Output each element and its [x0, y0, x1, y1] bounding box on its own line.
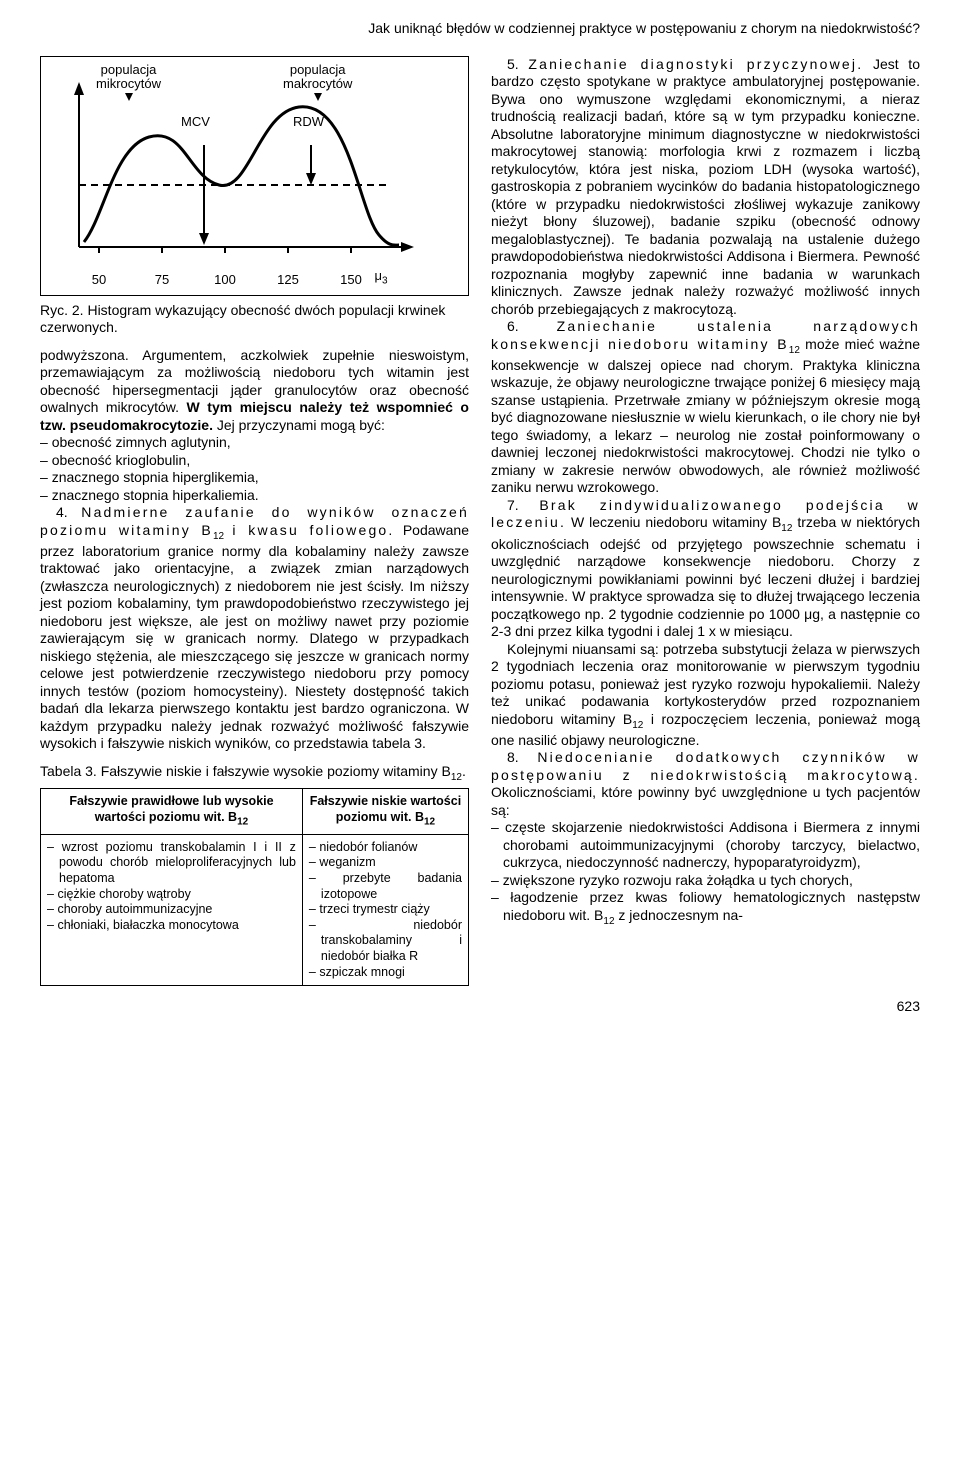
label-microcyt: populacja mikrocytów: [96, 63, 161, 102]
list-item: znacznego stopnia hiperkaliemia.: [40, 487, 469, 505]
list-item: niedobór transkobalaminy i niedobór biał…: [309, 918, 462, 965]
list-item: obecność krioglobulin,: [40, 452, 469, 470]
table-header: Fałszywie prawidłowe lub wysokie wartośc…: [41, 789, 303, 835]
page-number: 623: [40, 998, 920, 1016]
xtick: 150: [340, 272, 362, 288]
paragraph: 7. Brak zindywidualizowanego podejścia w…: [491, 497, 920, 641]
left-column: populacja mikrocytów populacja makrocytó…: [40, 56, 469, 987]
figure-caption: Ryc. 2. Histogram wykazujący obecność dw…: [40, 302, 469, 337]
label-makrocyt: populacja makrocytów: [283, 63, 352, 102]
list-item: choroby autoimmunizacyjne: [47, 902, 296, 918]
pseudomacrocytosis-causes: obecność zimnych aglutynin, obecność kri…: [40, 434, 469, 504]
arrow-down-icon: [125, 93, 133, 101]
list-item: częste skojarzenie niedokrwistości Addis…: [491, 819, 920, 872]
label-mcv: MCV: [181, 115, 210, 129]
list-item: przebyte badania izotopowe: [309, 871, 462, 902]
paragraph: 6. Zaniechanie ustalenia narządowych kon…: [491, 318, 920, 497]
list-item: chłoniaki, białaczka monocytowa: [47, 918, 296, 934]
xtick: 100: [214, 272, 236, 288]
list-item: szpiczak mnogi: [309, 965, 462, 981]
paragraph: podwyższona. Argumentem, aczkolwiek zupe…: [40, 347, 469, 435]
xtick: 75: [155, 272, 169, 288]
paragraph: Kolejnymi niuansami są: potrzeba substyt…: [491, 641, 920, 750]
x-unit: μ3: [374, 268, 387, 288]
list-item: znacznego stopnia hiperglikemia,: [40, 469, 469, 487]
table-header: Fałszywie niskie wartości poziomu wit. B…: [302, 789, 468, 835]
list-item: zwiększone ryzyko rozwoju raka żołądka u…: [491, 872, 920, 890]
table-3: Fałszywie prawidłowe lub wysokie wartośc…: [40, 788, 469, 986]
paragraph: 5. Zaniechanie diagnostyki przyczynowej.…: [491, 56, 920, 319]
xtick: 125: [277, 272, 299, 288]
list-item: łagodzenie przez kwas foliowy hematologi…: [491, 889, 920, 928]
table-caption: Tabela 3. Fałszywie niskie i fałszywie w…: [40, 763, 469, 784]
right-column: 5. Zaniechanie diagnostyki przyczynowej.…: [491, 56, 920, 987]
list-item: wzrost poziomu transkobalamin I i II z p…: [47, 840, 296, 887]
list-item: obecność zimnych aglutynin,: [40, 434, 469, 452]
table-cell: niedobór folianów weganizm przebyte bada…: [302, 834, 468, 986]
point-8-list: częste skojarzenie niedokrwistości Addis…: [491, 819, 920, 928]
list-item: niedobór folianów: [309, 840, 462, 856]
table-cell: wzrost poziomu transkobalamin I i II z p…: [41, 834, 303, 986]
list-item: ciężkie choroby wątroby: [47, 887, 296, 903]
xtick: 50: [92, 272, 106, 288]
running-head: Jak uniknąć błędów w codziennej praktyce…: [40, 20, 920, 38]
paragraph: 8. Niedocenianie dodatkowych czynników w…: [491, 749, 920, 819]
paragraph: 4. Nadmierne zaufanie do wyników oznacze…: [40, 504, 469, 753]
list-item: weganizm: [309, 855, 462, 871]
figure-2-histogram: populacja mikrocytów populacja makrocytó…: [40, 56, 469, 296]
arrow-down-icon: [314, 93, 322, 101]
list-item: trzeci trymestr ciąży: [309, 902, 462, 918]
label-rdw: RDW: [293, 115, 324, 129]
